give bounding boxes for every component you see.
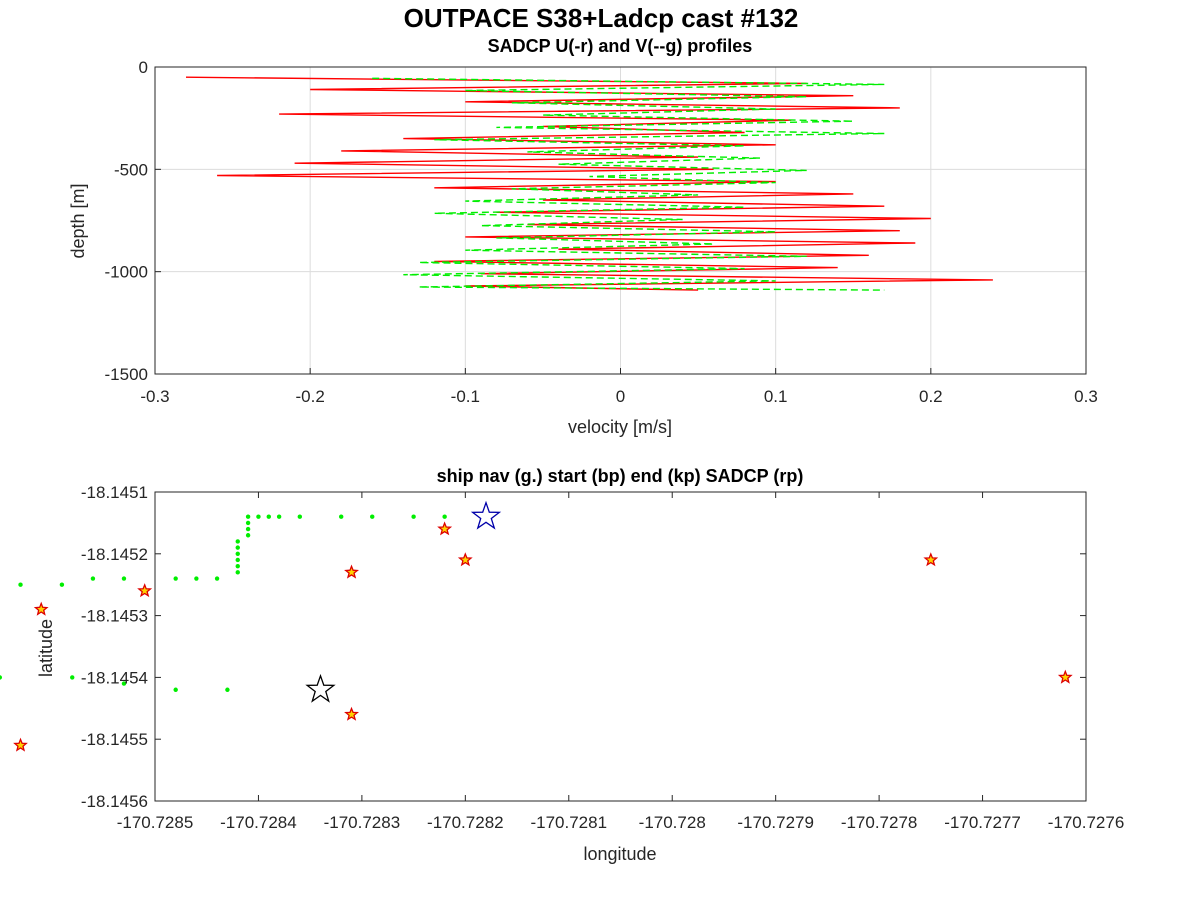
- nav-x-tick-label: -170.7277: [944, 813, 1021, 832]
- profile-x-label: velocity [m/s]: [568, 417, 672, 437]
- sadcp-star-marker: [137, 583, 153, 598]
- profile-y-ticks: 0 -500 -1000 -1500: [105, 58, 161, 384]
- nav-x-tick-label: -170.7279: [737, 813, 814, 832]
- profile-x-tick-label: 0.2: [919, 387, 943, 406]
- ship-nav-point: [90, 576, 96, 581]
- ship-nav-point: [173, 687, 178, 692]
- ship-nav-point: [235, 570, 240, 575]
- profile-x-tick-label: -0.1: [451, 387, 480, 406]
- ship-nav-point: [245, 533, 251, 538]
- profile-x-tick-label: 0.1: [764, 387, 788, 406]
- ship-nav-point: [245, 514, 251, 519]
- nav-x-tick-label: -170.7278: [841, 813, 918, 832]
- nav-plot-area: [155, 492, 1086, 801]
- profile-y-tick-label: -500: [114, 160, 148, 179]
- profile-x-tick-label: 0.3: [1074, 387, 1098, 406]
- nav-y-ticks: -18.1451 -18.1452 -18.1453 -18.1454 -18.1455…: [81, 483, 1086, 811]
- profile-x-tick-label: -0.2: [296, 387, 325, 406]
- ship-nav-point: [235, 545, 240, 550]
- nav-x-tick-label: -170.7284: [220, 813, 297, 832]
- sadcp-star-marker: [344, 706, 360, 721]
- ship-nav-point: [370, 514, 375, 519]
- profile-series: [185, 76, 993, 291]
- ship-nav-point: [121, 576, 127, 581]
- sadcp-star-marker: [33, 601, 49, 616]
- start-star-marker: [470, 500, 502, 530]
- ship-nav-point: [411, 514, 416, 519]
- nav-y-tick-label: -18.1455: [81, 730, 148, 749]
- ship-nav-point: [245, 520, 251, 526]
- profile-x-tick-label: 0: [616, 387, 625, 406]
- nav-axes-box: [154, 491, 1087, 802]
- ship-nav-point: [442, 514, 447, 519]
- ship-nav-point: [235, 539, 240, 544]
- ship-nav-point: [235, 557, 240, 563]
- nav-x-tick-label: -170.728: [639, 813, 706, 832]
- nav-y-tick-label: -18.1452: [81, 545, 148, 564]
- profile-y-tick-label: -1500: [105, 365, 148, 384]
- sadcp-star-marker: [457, 552, 473, 567]
- nav-x-label: longitude: [583, 844, 656, 864]
- nav-y-tick-label: -18.1451: [81, 483, 148, 502]
- sadcp-markers: [13, 521, 1073, 752]
- nav-y-tick-label: -18.1453: [81, 607, 148, 626]
- v-velocity-line: [372, 77, 885, 291]
- profile-x-ticks: -0.3 -0.2 -0.1 0 0.1 0.2 0.3: [140, 368, 1098, 406]
- ship-nav-point: [173, 576, 178, 581]
- sadcp-star-marker: [437, 521, 453, 536]
- profile-panel-title: SADCP U(-r) and V(--g) profiles: [488, 36, 753, 56]
- ship-nav-point: [214, 576, 220, 581]
- ship-nav-points: [0, 514, 447, 692]
- nav-x-tick-label: -170.7276: [1048, 813, 1125, 832]
- ship-nav-point: [235, 563, 240, 569]
- ship-nav-point: [339, 514, 344, 519]
- sadcp-star-marker: [1057, 669, 1073, 684]
- ship-nav-point: [256, 514, 261, 519]
- ship-nav-point: [297, 514, 303, 519]
- nav-y-tick-label: -18.1456: [81, 792, 148, 811]
- profile-x-tick-label: -0.3: [140, 387, 169, 406]
- nav-x-tick-label: -170.7281: [530, 813, 607, 832]
- profile-y-tick-label: -1000: [105, 263, 148, 282]
- ship-nav-point: [0, 675, 3, 680]
- ship-nav-point: [245, 526, 251, 532]
- profile-y-label: depth [m]: [68, 183, 88, 258]
- ship-nav-point: [194, 576, 199, 581]
- ship-nav-point: [18, 582, 23, 587]
- nav-x-tick-label: -170.7285: [117, 813, 194, 832]
- ship-nav-point: [276, 514, 282, 519]
- nav-x-ticks: -170.7285 -170.7284 -170.7283 -170.7282 -170…: [117, 492, 1125, 832]
- nav-y-label: latitude: [36, 619, 56, 677]
- end-star-marker: [305, 673, 336, 703]
- ship-nav-point: [235, 551, 240, 556]
- velocity-profile-panel: SADCP U(-r) and V(--g) profiles -0.3 -0.2…: [68, 36, 1098, 437]
- profile-y-tick-label: 0: [139, 58, 148, 77]
- start-end-markers: [305, 500, 502, 703]
- nav-panel-title: ship nav (g.) start (bp) end (kp) SADCP …: [437, 466, 804, 486]
- ship-nav-panel: ship nav (g.) start (bp) end (kp) SADCP …: [0, 466, 1124, 864]
- ship-nav-point: [59, 582, 65, 587]
- sadcp-star-marker: [13, 737, 28, 752]
- nav-x-tick-label: -170.7282: [427, 813, 504, 832]
- ship-nav-point: [266, 514, 271, 519]
- nav-y-tick-label: -18.1454: [81, 668, 148, 687]
- nav-x-tick-label: -170.7283: [324, 813, 401, 832]
- sadcp-star-marker: [344, 564, 360, 579]
- ship-nav-point: [225, 687, 230, 692]
- ship-nav-point: [121, 681, 127, 686]
- figure-title: OUTPACE S38+Ladcp cast #132: [404, 3, 799, 33]
- sadcp-star-marker: [923, 552, 939, 567]
- ship-nav-point: [70, 675, 75, 680]
